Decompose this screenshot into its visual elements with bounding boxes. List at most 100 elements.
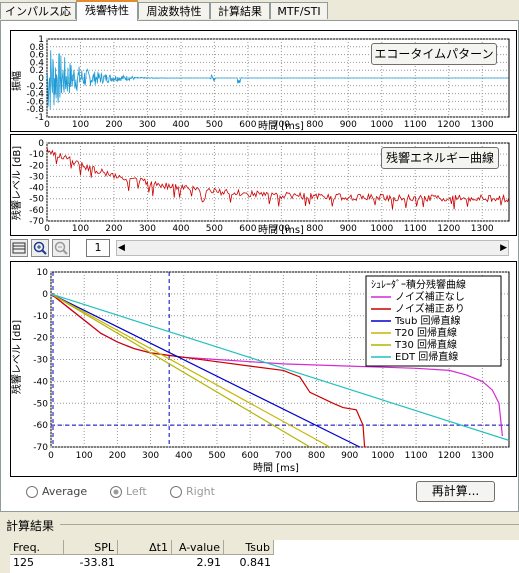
decay-panel: 10 0 -10 -20 -30 -40 -50 -60 -70 0 100 200 300 400 50… bbox=[10, 261, 517, 477]
x-tick-label: 1100 bbox=[404, 120, 427, 130]
tab-reverberation[interactable]: 残響特性 bbox=[76, 0, 138, 21]
x-tick-label: 100 bbox=[76, 451, 93, 461]
x-tick-label: 0 bbox=[44, 224, 50, 234]
y-tick-label: -1 bbox=[35, 113, 44, 123]
radio-dot[interactable] bbox=[110, 486, 122, 498]
x-tick-label: 0 bbox=[48, 451, 54, 461]
col-tsub[interactable]: Tsub bbox=[224, 540, 274, 555]
x-tick-label: 1100 bbox=[404, 224, 427, 234]
grid-icon[interactable] bbox=[10, 239, 28, 257]
x-tick-label: 200 bbox=[105, 224, 122, 234]
y-tick-label: -60 bbox=[33, 421, 48, 431]
x-tick-label: 200 bbox=[105, 120, 122, 130]
x-tick-label: 1300 bbox=[471, 120, 494, 130]
echo-pattern-button[interactable]: エコータイムパターン bbox=[371, 43, 497, 65]
x-tick-label: 100 bbox=[72, 224, 89, 234]
y-tick-label: 0 bbox=[38, 139, 44, 149]
cell-a-value: 2.91 bbox=[196, 556, 222, 569]
tab-impulse-response[interactable]: インパルス応答 bbox=[0, 2, 76, 35]
decay-xlabel: 時間 [ms] bbox=[253, 462, 299, 474]
tab-mtf-sti[interactable]: MTF/STI bbox=[270, 2, 328, 19]
zoom-in-icon[interactable] bbox=[31, 239, 49, 257]
x-tick-label: 1000 bbox=[371, 451, 394, 461]
x-tick-label: 1300 bbox=[471, 224, 494, 234]
col-spl[interactable]: SPL bbox=[64, 540, 118, 555]
x-tick-label: 300 bbox=[139, 224, 156, 234]
echo-panel: 1 0.8 0.6 0.4 0.2 0 -0.2 -0.4 -0.6 -0.8 -1 0 100 200… bbox=[10, 30, 517, 132]
legend-label: ノイズ補正なし bbox=[395, 290, 465, 303]
x-tick-label: 300 bbox=[139, 120, 156, 130]
y-tick-label: -40 bbox=[29, 184, 44, 194]
y-tick-label: 0.6 bbox=[30, 51, 45, 61]
x-tick-label: 900 bbox=[341, 451, 358, 461]
col-freq[interactable]: Freq. bbox=[10, 540, 64, 555]
legend-label: T30 回帰直線 bbox=[394, 338, 457, 351]
radio-average-label: Average bbox=[42, 485, 88, 498]
tab-strip: インパルス応答 残響特性 周波数特性 計算結果 MTF/STI bbox=[0, 0, 519, 35]
y-tick-label: 0.2 bbox=[30, 66, 44, 76]
x-tick-label: 900 bbox=[340, 224, 357, 234]
col-dt1[interactable]: Δt1 bbox=[118, 540, 172, 555]
x-tick-label: 500 bbox=[206, 120, 223, 130]
page-number-field[interactable]: 1 bbox=[86, 239, 110, 257]
x-tick-label: 800 bbox=[306, 224, 323, 234]
scroll-left-icon[interactable]: ◀ bbox=[118, 243, 125, 253]
energy-xlabel: 時間 [ms] bbox=[258, 224, 304, 235]
y-tick-label: -0.8 bbox=[26, 105, 44, 115]
table-row[interactable]: 125 -33.81 2.91 0.841 bbox=[10, 555, 519, 570]
results-header-row: Freq. SPL Δt1 A-value Tsub bbox=[10, 540, 519, 555]
x-tick-label: 400 bbox=[175, 451, 192, 461]
y-tick-label: 0.4 bbox=[30, 58, 45, 68]
zoom-out-icon[interactable] bbox=[52, 239, 70, 257]
legend-label: Tsub 回帰直線 bbox=[394, 314, 461, 327]
results-section-title: 計算結果 bbox=[6, 519, 55, 533]
x-tick-label: 800 bbox=[306, 120, 323, 130]
echo-ylabel: 振幅 bbox=[11, 71, 23, 91]
y-tick-label: -50 bbox=[29, 195, 44, 205]
energy-decay-curve bbox=[46, 147, 510, 210]
x-tick-label: 800 bbox=[308, 451, 325, 461]
x-tick-label: 400 bbox=[172, 120, 189, 130]
recalculate-button[interactable]: 再計算... bbox=[416, 481, 495, 502]
cell-spl: -33.81 bbox=[79, 556, 115, 569]
y-tick-label: -10 bbox=[29, 150, 44, 160]
echo-xlabel: 時間 [ms] bbox=[258, 120, 304, 131]
legend-label: EDT 回帰直線 bbox=[395, 350, 458, 363]
section-divider bbox=[60, 524, 519, 525]
y-tick-label: -60 bbox=[29, 206, 44, 216]
x-tick-label: 900 bbox=[340, 120, 357, 130]
scroll-right-icon[interactable]: ▶ bbox=[500, 243, 507, 253]
series-line bbox=[50, 293, 331, 448]
energy-curve-button[interactable]: 残響エネルギー曲線 bbox=[381, 147, 499, 169]
radio-right[interactable]: Right bbox=[170, 485, 215, 498]
y-tick-label: -70 bbox=[33, 443, 48, 453]
radio-dot[interactable] bbox=[170, 486, 182, 498]
col-a-value[interactable]: A-value bbox=[172, 540, 224, 555]
tab-results[interactable]: 計算結果 bbox=[210, 2, 270, 19]
y-tick-label: -20 bbox=[29, 161, 44, 171]
y-tick-label: -0.2 bbox=[26, 82, 44, 92]
x-tick-label: 600 bbox=[239, 224, 256, 234]
x-tick-label: 700 bbox=[273, 224, 290, 234]
y-tick-label: -10 bbox=[33, 312, 48, 322]
energy-panel: 0 -10 -20 -30 -40 -50 -60 -70 0 100 200 300 400 500 6… bbox=[10, 134, 517, 236]
horizontal-scrollbar[interactable]: ◀ ▶ bbox=[116, 240, 509, 256]
x-tick-label: 1200 bbox=[437, 120, 460, 130]
series-line bbox=[50, 293, 510, 441]
x-tick-label: 400 bbox=[172, 224, 189, 234]
tab-frequency[interactable]: 周波数特性 bbox=[138, 2, 210, 19]
x-tick-label: 700 bbox=[273, 120, 290, 130]
y-tick-label: -30 bbox=[29, 172, 44, 182]
radio-right-label: Right bbox=[186, 485, 215, 498]
radio-dot[interactable] bbox=[26, 486, 38, 498]
legend-title: ｼｭﾚｰﾀﾞｰ積分残響曲線 bbox=[371, 278, 466, 291]
y-tick-label: -40 bbox=[33, 377, 48, 387]
radio-average[interactable]: Average bbox=[26, 485, 87, 498]
y-tick-label: -0.4 bbox=[26, 90, 44, 100]
y-tick-label: -70 bbox=[29, 217, 44, 227]
x-tick-label: 1300 bbox=[471, 451, 494, 461]
x-tick-label: 1000 bbox=[370, 120, 393, 130]
radio-left[interactable]: Left bbox=[110, 485, 147, 498]
x-tick-label: 300 bbox=[142, 451, 159, 461]
